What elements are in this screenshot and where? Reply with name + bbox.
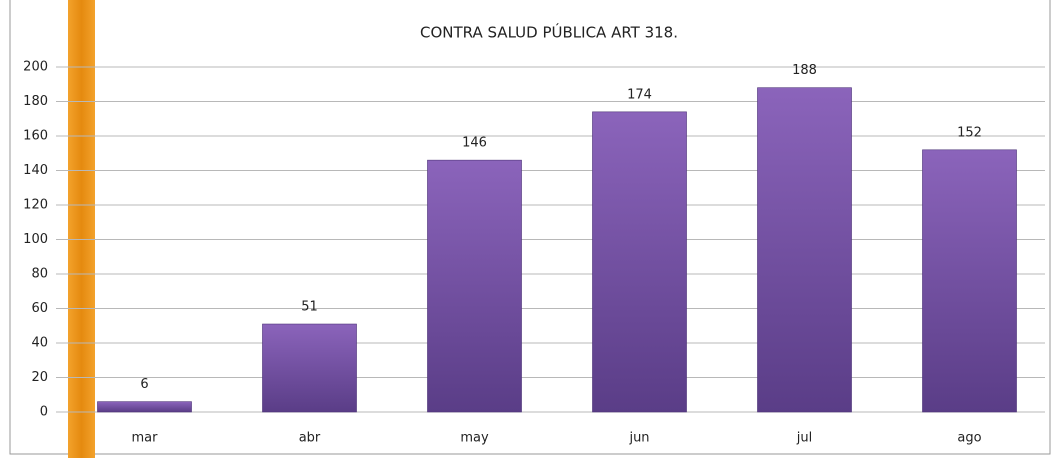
- y-tick-label: 180: [23, 94, 48, 109]
- bar: [592, 111, 687, 413]
- x-tick-label: abr: [299, 431, 321, 446]
- value-label: 188: [792, 63, 817, 78]
- value-label: 152: [957, 125, 982, 140]
- bar: [262, 323, 357, 413]
- x-tick-label: may: [460, 431, 489, 446]
- y-tick-label: 20: [31, 370, 48, 385]
- x-tick-label: jul: [796, 431, 812, 446]
- value-label: 174: [627, 87, 652, 102]
- x-tick-label: mar: [132, 431, 159, 446]
- y-tick-label: 160: [23, 129, 48, 144]
- y-tick-label: 40: [31, 336, 48, 351]
- bar: [757, 87, 852, 413]
- y-tick-label: 60: [31, 301, 48, 316]
- y-tick-label: 0: [40, 405, 48, 420]
- y-tick-label: 120: [23, 198, 48, 213]
- value-label: 51: [301, 300, 318, 315]
- y-tick-label: 140: [23, 163, 48, 178]
- bar: [97, 401, 192, 413]
- value-label: 6: [140, 377, 148, 392]
- bar: [427, 159, 522, 413]
- chart-title: CONTRA SALUD PÚBLICA ART 318.: [420, 23, 678, 42]
- y-tick-label: 80: [31, 267, 48, 282]
- chart-frame: [9, 0, 1051, 455]
- x-tick-label: jun: [628, 431, 649, 446]
- y-tick-label: 200: [23, 60, 48, 75]
- x-tick-label: ago: [957, 431, 981, 446]
- side-stripe: [68, 0, 95, 458]
- value-label: 146: [462, 136, 487, 151]
- y-tick-label: 100: [23, 232, 48, 247]
- bar: [922, 149, 1017, 413]
